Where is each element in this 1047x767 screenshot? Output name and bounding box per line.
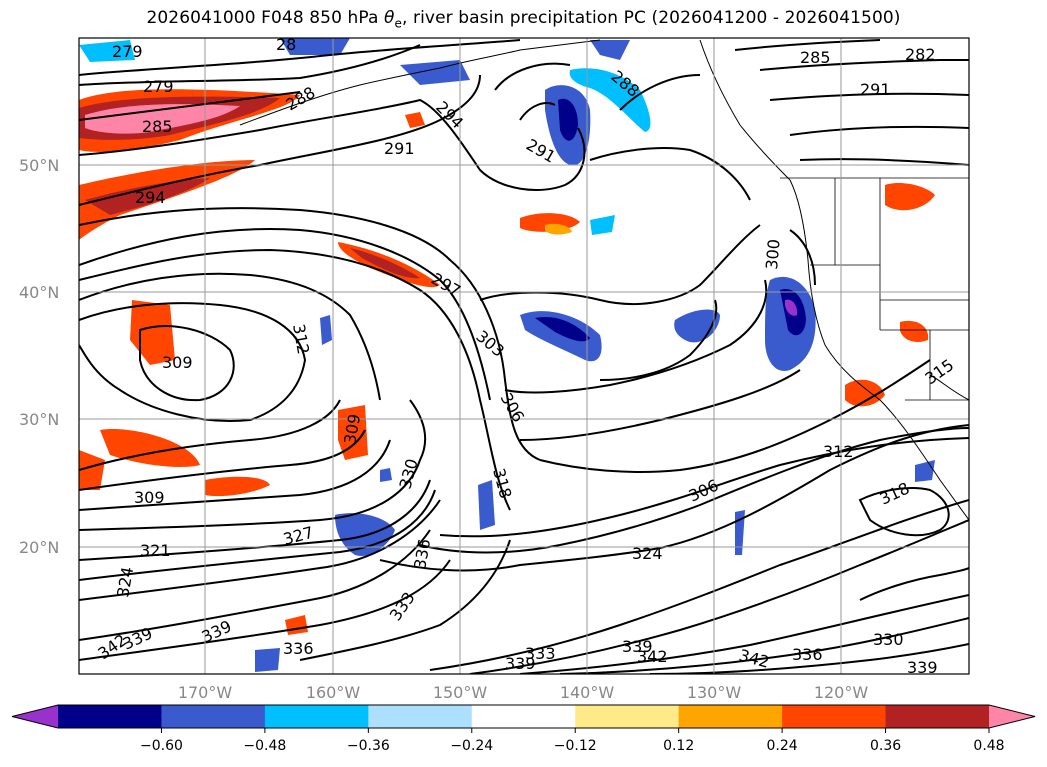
colorbar-extension-max — [989, 705, 1035, 728]
map-area — [79, 38, 969, 674]
contour-label: 294 — [135, 188, 166, 207]
contour-label: 339 — [622, 637, 653, 656]
contour-label: 342 — [637, 647, 668, 666]
colorbar-tick-label: −0.60 — [140, 738, 183, 754]
lon-label: 120°W — [814, 683, 869, 702]
contour-label: 309 — [134, 488, 165, 507]
contour-label: 285 — [800, 48, 831, 67]
colorbar — [11, 704, 1036, 729]
contour-label: 279 — [143, 77, 174, 96]
contour-label: 300 — [762, 238, 784, 270]
contour-label: 282 — [905, 45, 936, 64]
lat-label: 50°N — [19, 156, 59, 175]
longitude-labels: 170°W 160°W 150°W 140°W 130°W 120°W — [178, 683, 869, 702]
contour-label: 336 — [283, 639, 314, 658]
theta-e-contours — [79, 39, 969, 674]
lon-label: 170°W — [178, 683, 233, 702]
colorbar-tick-label: −0.12 — [554, 738, 597, 754]
contour-label: 291 — [860, 80, 891, 99]
contour-label: 279 — [112, 42, 143, 61]
contour-label: 28 — [276, 35, 296, 54]
lon-label: 160°W — [306, 683, 361, 702]
colorbar-segment — [678, 705, 783, 728]
colorbar-segment — [575, 705, 680, 728]
colorbar-segment — [782, 705, 887, 728]
colorbar-tick-label: 0.48 — [973, 738, 1004, 754]
colorbar-segment — [368, 705, 473, 728]
colorbar-tick-label: 0.36 — [870, 738, 901, 754]
contour-label: 309 — [162, 353, 193, 372]
colorbar-tick-label: −0.36 — [347, 738, 390, 754]
colorbar-segment — [264, 705, 369, 728]
contour-label: 285 — [142, 117, 173, 136]
contour-label: 339 — [907, 658, 938, 677]
colorbar-outline — [11, 704, 1036, 729]
contour-labels: 279 279 285 294 288 28 291 294 291 288 2… — [94, 35, 957, 677]
plot-frame — [78, 37, 970, 675]
colorbar-segment — [885, 705, 990, 728]
colorbar-tick-label: 0.12 — [663, 738, 694, 754]
colorbar-tick-labels: −0.60 −0.48 −0.36 −0.24 −0.12 0.12 0.24 0.36 0.4… — [140, 728, 1005, 754]
colorbar-extension-min — [12, 705, 58, 728]
lat-label: 40°N — [19, 283, 59, 302]
contour-label: 324 — [632, 544, 663, 563]
lon-label: 150°W — [433, 683, 488, 702]
figure-title: 2026041000 F048 850 hPa θe, river basin … — [146, 8, 901, 31]
colorbar-segment — [58, 705, 162, 728]
borders — [780, 177, 969, 401]
lat-label: 30°N — [19, 410, 59, 429]
latitude-labels: 50°N 40°N 30°N 20°N — [19, 156, 59, 557]
graticule — [79, 38, 969, 674]
lat-label: 20°N — [19, 538, 59, 557]
colorbar-tick-label: −0.24 — [450, 738, 493, 754]
coastlines — [239, 39, 969, 521]
colorbar-tick-label: −0.48 — [243, 738, 286, 754]
contour-label: 291 — [384, 139, 415, 158]
lon-label: 140°W — [560, 683, 615, 702]
colorbar-segment — [161, 705, 266, 728]
colorbar-segment — [471, 705, 576, 728]
colorbar-tick-label: 0.24 — [767, 738, 798, 754]
lon-label: 130°W — [687, 683, 742, 702]
contour-label: 336 — [792, 645, 823, 664]
contour-label: 339 — [505, 654, 536, 673]
contour-label: 312 — [823, 442, 854, 461]
contour-label: 330 — [873, 630, 904, 649]
contour-label: 321 — [140, 541, 171, 560]
contour-label: 333 — [525, 644, 556, 663]
